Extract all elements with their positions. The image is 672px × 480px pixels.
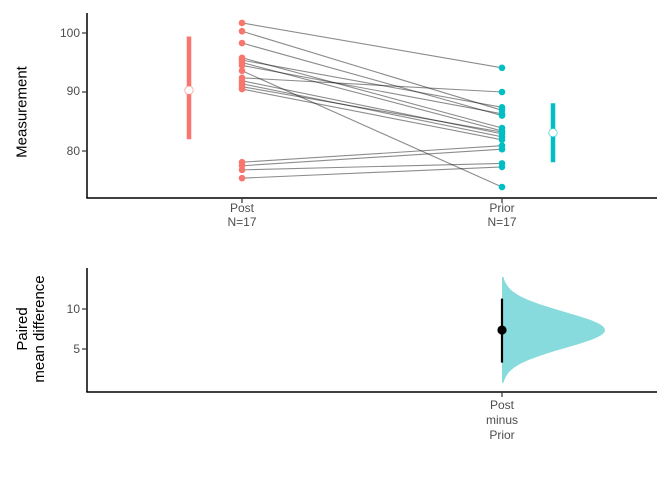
group-label-post: Post [229, 201, 254, 215]
effect-x-label-line1: Post [489, 398, 514, 412]
bottom-y-axis-title-line2: mean difference [31, 275, 48, 383]
group-n-post: N=17 [227, 215, 257, 229]
group-label-prior: Prior [489, 201, 515, 215]
top-y-tick-label-80: 80 [66, 144, 80, 158]
top-y-tick-label-90: 90 [66, 84, 80, 98]
effect-x-label-line3: Prior [489, 428, 515, 442]
top-y-tick-label-100: 100 [59, 26, 80, 40]
bottom-y-axis-title-line1: Paired [14, 307, 31, 351]
top-y-axis-title: Measurement [13, 66, 31, 158]
bottom-y-tick-label-10: 10 [66, 302, 80, 316]
bottom-y-axis-title: Paired mean difference [14, 275, 48, 382]
bottom-y-tick-label-5: 5 [73, 342, 80, 356]
effect-x-label-line2: minus [485, 413, 518, 427]
group-n-prior: N=17 [487, 215, 517, 229]
